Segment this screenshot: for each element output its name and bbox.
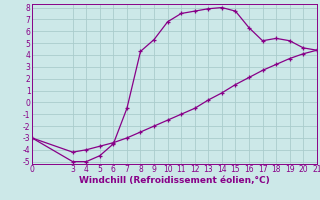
X-axis label: Windchill (Refroidissement éolien,°C): Windchill (Refroidissement éolien,°C) bbox=[79, 176, 270, 185]
